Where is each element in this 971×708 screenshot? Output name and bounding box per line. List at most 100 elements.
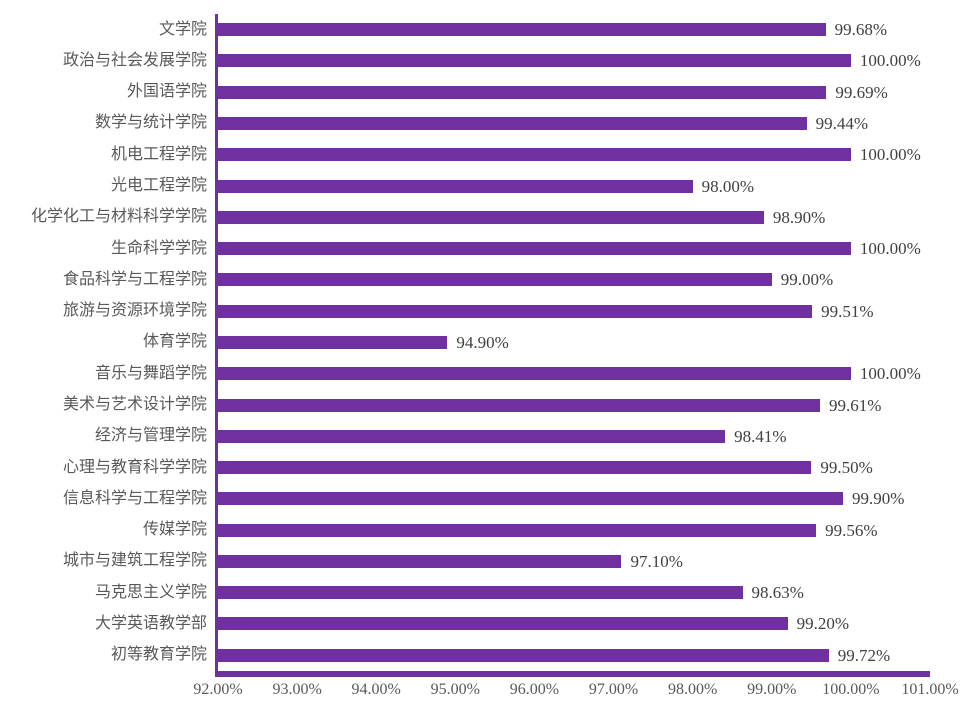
bar [218,242,851,256]
bar-row: 心理与教育科学学院 99.50% [63,452,930,483]
x-tick-label: 97.00% [588,681,639,698]
value-label: 99.51% [821,301,874,321]
bar-row: 城市与建筑工程学院 97.10% [63,546,930,577]
bar [218,210,764,224]
category-label: 数学与统计学院 [94,114,207,132]
bar-row: 生命科学学院 100.00% [111,233,930,264]
x-tick-label: 101.00% [901,681,959,698]
bar [218,554,622,568]
bar-row: 光电工程学院 98.00% [111,170,930,201]
bar-rows: 文学院 99.68% 政治与社会发展学院 100.00% 外国语学院 99.69% 数学与统… [31,14,930,671]
bar [218,367,851,381]
x-tick-label: 100.00% [822,681,880,698]
bar-row: 食品科学与工程学院 99.00% [63,264,930,295]
bar [218,523,817,537]
x-axis-line [215,671,930,677]
category-label: 政治与社会发展学院 [62,51,207,69]
bar-row: 化学化工与材料科学学院 98.90% [31,202,930,233]
value-label: 99.56% [825,520,878,540]
x-tick-label: 92.00% [193,681,243,698]
bar-row: 马克思主义学院 98.63% [95,577,930,608]
category-label: 信息科学与工程学院 [62,489,207,507]
bar [218,648,829,662]
bar-row: 体育学院 94.90% [143,327,930,358]
value-label: 99.90% [851,489,905,509]
bar [218,273,772,287]
category-label: 生命科学学院 [110,239,207,257]
bar-row: 政治与社会发展学院 100.00% [63,45,930,76]
value-label: 99.69% [835,82,888,102]
bar [218,398,821,412]
category-label: 音乐与舞蹈学院 [94,364,207,382]
value-label: 99.44% [815,113,868,133]
category-label: 体育学院 [142,333,207,351]
bar-row: 机电工程学院 100.00% [111,139,930,170]
bar-row: 美术与艺术设计学院 99.61% [63,389,930,420]
bar [218,429,726,443]
value-label: 97.10% [630,551,683,571]
bar [218,586,743,600]
bar [218,461,812,475]
value-label: 98.90% [772,207,826,227]
bar-row: 传媒学院 99.56% [143,515,930,546]
value-label: 98.00% [701,176,755,196]
bar-row: 旅游与资源环境学院 99.51% [63,296,930,327]
bar-row: 大学英语教学部 99.20% [95,608,930,639]
bar-row: 文学院 99.68% [159,14,930,45]
bar [218,85,827,99]
category-label: 初等教育学院 [110,646,207,664]
bar-row: 经济与管理学院 98.41% [95,421,930,452]
bar [218,54,851,68]
x-tick-label: 95.00% [430,681,480,698]
category-label: 经济与管理学院 [94,427,207,445]
bar-row: 信息科学与工程学院 99.90% [63,483,930,514]
value-label: 100.00% [859,364,921,384]
value-label: 94.90% [456,332,509,352]
value-label: 99.00% [780,270,834,290]
value-label: 99.20% [796,614,850,634]
bar-row: 数学与统计学院 99.44% [95,108,930,139]
category-label: 心理与教育科学学院 [62,458,207,476]
value-label: 100.00% [859,145,921,165]
bar [218,148,851,162]
x-tick-label: 96.00% [509,681,560,698]
category-label: 外国语学院 [126,83,207,101]
value-label: 99.61% [829,395,882,415]
y-axis-line [215,14,218,677]
category-label: 马克思主义学院 [94,583,207,601]
bar-row: 音乐与舞蹈学院 100.00% [95,358,930,389]
category-label: 化学化工与材料科学学院 [30,208,207,226]
category-label: 文学院 [158,20,207,38]
category-label: 城市与建筑工程学院 [62,552,207,570]
category-label: 传媒学院 [142,521,207,539]
category-label: 大学英语教学部 [94,614,207,632]
category-label: 机电工程学院 [110,145,207,163]
value-label: 99.50% [820,458,873,478]
bar-row: 初等教育学院 99.72% [111,640,930,671]
bar [218,335,448,349]
value-label: 99.68% [834,20,887,40]
bar [218,492,843,506]
value-label: 100.00% [859,239,921,259]
bar [218,179,693,193]
value-label: 99.72% [837,645,891,665]
bar [218,304,813,318]
value-label: 98.41% [734,426,787,446]
bar [218,23,826,37]
x-tick-label: 94.00% [351,681,401,698]
bar [218,116,807,130]
bar-row: 外国语学院 99.69% [127,77,930,108]
bar [218,617,788,631]
x-tick-label: 99.00% [747,681,797,698]
x-tick-label: 98.00% [667,681,718,698]
category-label: 旅游与资源环境学院 [62,302,207,320]
plot-area: 文学院 99.68% 政治与社会发展学院 100.00% 外国语学院 99.69% 数学与统… [31,14,959,698]
x-axis-tick-labels: 92.00% 93.00% 94.00% 95.00% 96.00% 97.00% 98.0… [193,681,958,704]
category-label: 食品科学与工程学院 [62,270,207,288]
category-label: 光电工程学院 [110,177,207,195]
category-label: 美术与艺术设计学院 [62,396,207,414]
value-label: 100.00% [859,51,921,71]
x-tick-label: 93.00% [272,681,322,698]
value-label: 98.63% [751,583,804,603]
